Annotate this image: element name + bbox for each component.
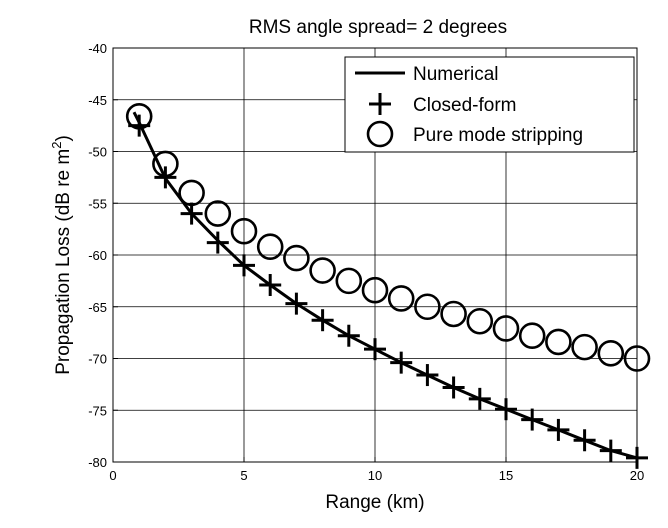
closed-form-point xyxy=(233,254,255,277)
pure-mode-stripping-point xyxy=(178,179,205,207)
closed-form-point xyxy=(364,338,386,361)
pure-mode-stripping-point xyxy=(518,322,546,350)
y-axis-label-superscript: 2 xyxy=(49,142,64,149)
closed-form-point xyxy=(468,387,491,410)
closed-form-point xyxy=(180,202,203,225)
x-tick-label: 20 xyxy=(630,468,644,483)
pure-mode-stripping-point xyxy=(283,244,310,272)
series-pure-mode-stripping xyxy=(125,103,651,372)
closed-form-point xyxy=(416,364,439,387)
x-tick-label: 5 xyxy=(240,468,247,483)
y-tick-label: -60 xyxy=(88,248,107,263)
pure-mode-stripping-point xyxy=(361,276,389,304)
legend-closed-form-label: Closed-form xyxy=(413,95,516,116)
legend: Numerical Closed-form Pure mode strippin… xyxy=(344,56,635,153)
y-axis-label-suffix: ) xyxy=(53,135,74,141)
y-tick-label: -50 xyxy=(88,145,107,160)
pure-mode-stripping-point xyxy=(545,328,572,356)
closed-form-point xyxy=(495,398,517,421)
pure-mode-stripping-point xyxy=(440,300,467,328)
closed-form-point xyxy=(337,324,360,347)
pure-mode-stripping-point xyxy=(492,315,520,342)
pure-mode-stripping-point xyxy=(152,150,179,178)
pure-mode-stripping-point xyxy=(256,233,284,261)
legend-numerical-label: Numerical xyxy=(413,64,499,85)
pure-mode-stripping-point xyxy=(387,285,415,312)
y-tick-label: -55 xyxy=(88,196,107,211)
pure-mode-stripping-point xyxy=(204,200,232,227)
pure-mode-stripping-point xyxy=(335,267,363,295)
pure-mode-stripping-point xyxy=(309,257,336,284)
y-tick-label: -65 xyxy=(88,300,107,315)
pure-mode-stripping-point xyxy=(414,293,441,321)
closed-form-point xyxy=(521,408,544,431)
x-tick-label: 0 xyxy=(109,468,116,483)
plot-frame xyxy=(112,47,638,463)
legend-closed-form-marker xyxy=(369,93,391,115)
pure-mode-stripping-point xyxy=(125,103,153,130)
closed-form-point xyxy=(573,429,596,452)
pure-mode-stripping-point xyxy=(466,307,494,335)
closed-form-point xyxy=(206,231,229,254)
x-tick-label: 15 xyxy=(499,468,513,483)
closed-form-point xyxy=(311,309,334,332)
closed-form-point xyxy=(390,351,413,374)
closed-form-point xyxy=(259,274,282,297)
x-axis-label: Range (km) xyxy=(325,492,424,513)
y-tick-label: -45 xyxy=(88,93,107,108)
closed-form-point xyxy=(442,376,465,399)
closed-form-point xyxy=(285,292,308,315)
legend-pure-mode-stripping-label: Pure mode stripping xyxy=(413,125,583,146)
y-axis-label: Propagation Loss (dB re m2) xyxy=(49,135,74,375)
x-tick-label: 10 xyxy=(368,468,382,483)
axis-ticks: 0 5 10 15 20 -80 -75 -70 -65 -60 -55 -50 -45 -40 xyxy=(88,41,644,483)
y-tick-label: -70 xyxy=(88,352,107,367)
chart-title: RMS angle spread= 2 degrees xyxy=(249,17,507,38)
pure-mode-stripping-point xyxy=(230,217,258,245)
closed-form-point xyxy=(547,418,570,441)
y-tick-label: -75 xyxy=(88,403,107,418)
closed-form-point xyxy=(599,439,622,462)
y-tick-label: -40 xyxy=(88,41,107,56)
legend-pure-mode-stripping-marker xyxy=(366,120,394,148)
y-tick-label: -80 xyxy=(88,455,107,470)
pure-mode-stripping-point xyxy=(571,333,598,361)
closed-form-point xyxy=(154,166,177,189)
y-axis-label-main: Propagation Loss (dB re m xyxy=(53,149,74,375)
pure-mode-stripping-point xyxy=(597,340,625,367)
